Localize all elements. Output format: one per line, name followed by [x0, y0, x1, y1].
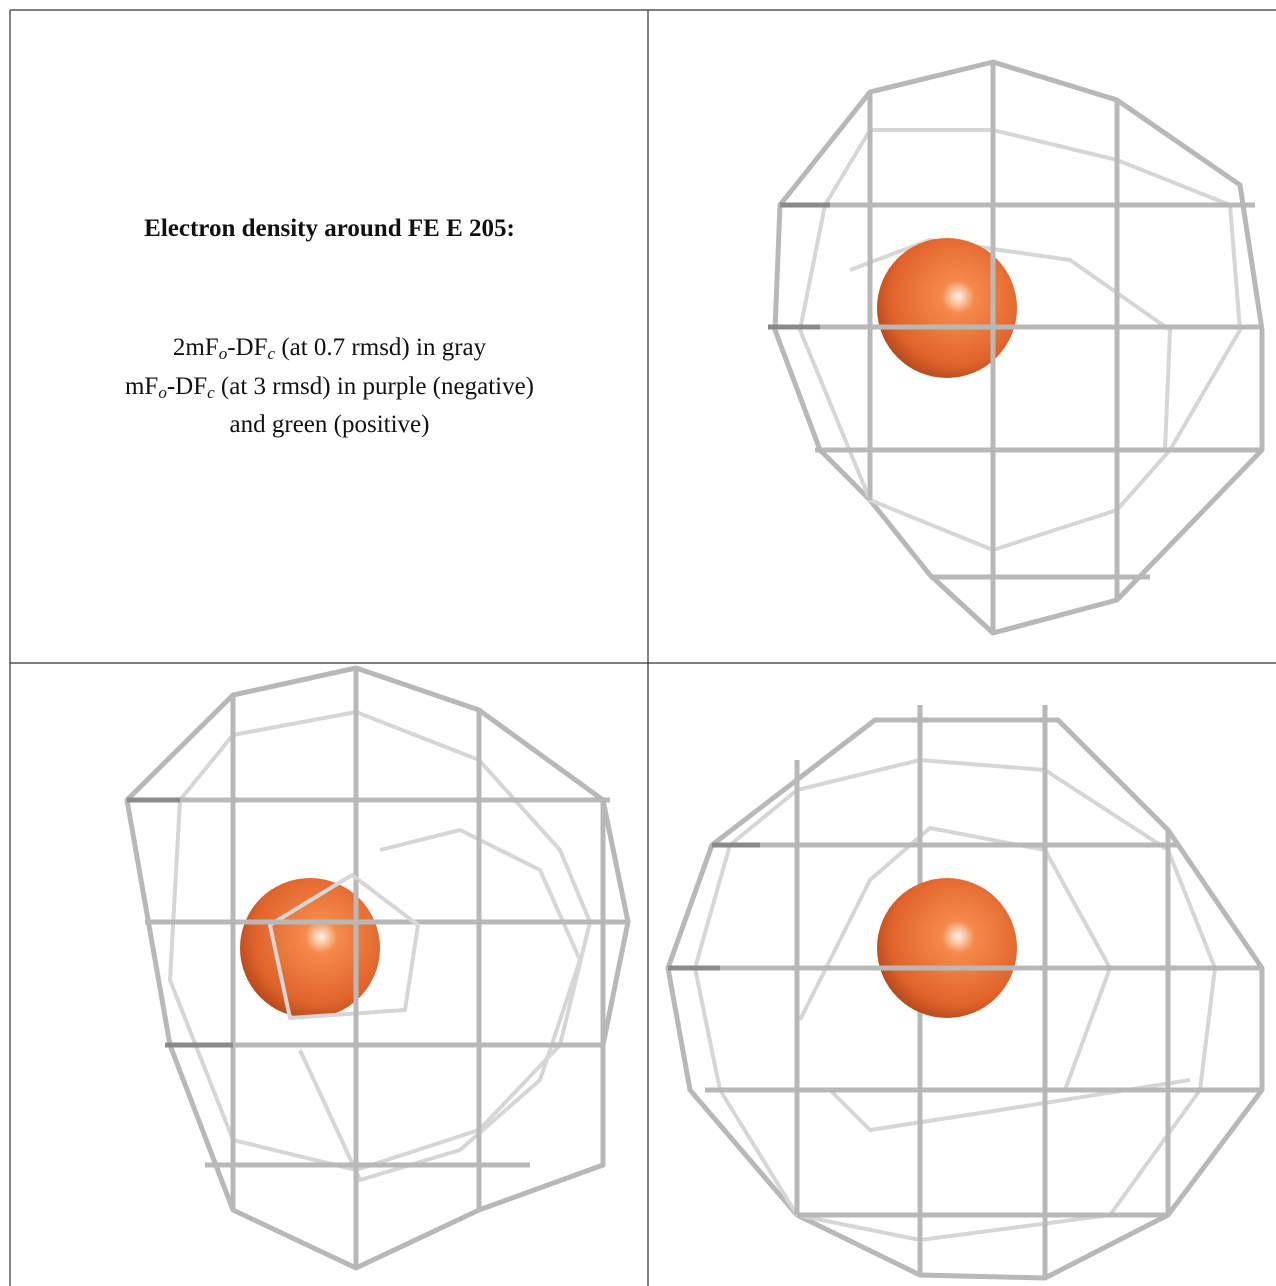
text-run: -DF	[166, 372, 208, 400]
density-mesh	[768, 59, 1265, 636]
text-run: mF	[124, 372, 159, 400]
caption-cell: Electron density around FE E 205: 2mFo-D…	[11, 11, 648, 663]
subscript: c	[267, 344, 276, 363]
caption-title: Electron density around FE E 205:	[144, 215, 515, 242]
table-borders	[9, 9, 1276, 1286]
caption-line: mFo-DFc (at 3 rmsd) in purple (negative)	[11, 368, 648, 407]
text-run: and green (positive)	[229, 411, 430, 438]
caption-lines: 2mFo-DFc (at 0.7 rmsd) in gray mFo-DFc (a…	[11, 329, 648, 445]
density-mesh	[665, 705, 1265, 1281]
subscript: o	[218, 344, 228, 363]
density-mesh	[124, 665, 631, 1271]
text-run: -DF	[227, 334, 268, 361]
subscript: c	[207, 382, 215, 402]
subscript: o	[158, 382, 167, 402]
text-run: (at 3 rmsd) in purple (negative)	[214, 372, 535, 400]
caption-line: and green (positive)	[11, 406, 648, 445]
text-run: 2mF	[172, 334, 219, 361]
caption-line: 2mFo-DFc (at 0.7 rmsd) in gray	[11, 329, 648, 368]
text-run: (at 0.7 rmsd) in gray	[275, 334, 487, 361]
